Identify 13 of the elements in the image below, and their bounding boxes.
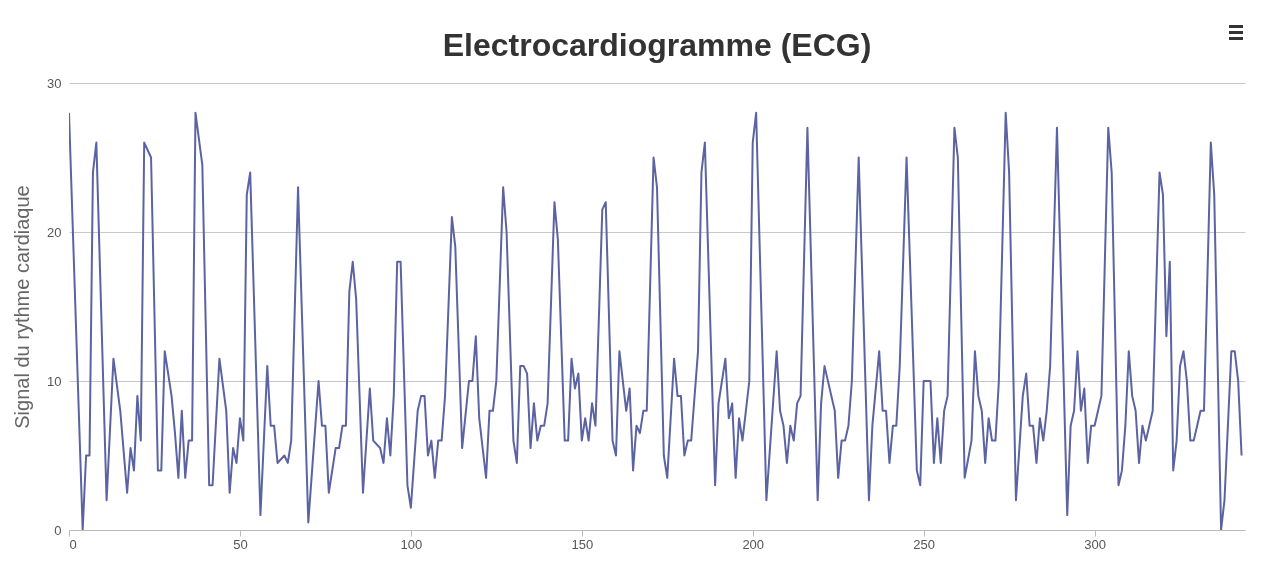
y-axis-title: Signal du rythme cardiaque <box>11 185 34 429</box>
x-tick-label: 150 <box>571 536 594 552</box>
x-tick-label: 250 <box>913 536 935 552</box>
y-tick-label: 10 <box>47 373 62 389</box>
y-tick-label: 30 <box>47 75 62 91</box>
x-tick-label: 0 <box>69 536 77 552</box>
x-tick-label: 100 <box>400 536 423 552</box>
x-tick-label: 300 <box>1084 536 1106 552</box>
y-tick-label: 0 <box>54 522 62 538</box>
chart-title: Electrocardiogramme (ECG) <box>442 27 872 63</box>
y-tick-label: 20 <box>47 224 62 240</box>
x-tick-label: 200 <box>742 536 765 552</box>
x-tick-label: 50 <box>233 536 248 552</box>
